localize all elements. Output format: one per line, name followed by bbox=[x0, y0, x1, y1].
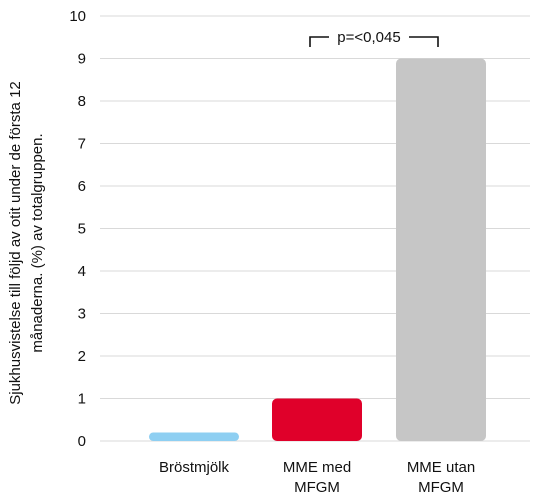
y-tick-label: 4 bbox=[78, 263, 86, 280]
x-category-label: Bröstmjölk bbox=[159, 459, 230, 476]
significance-annotation: p=<0,045 bbox=[309, 29, 439, 47]
bar bbox=[396, 58, 486, 441]
significance-bracket-right bbox=[409, 36, 439, 47]
y-tick-label: 1 bbox=[78, 391, 86, 408]
y-tick-label: 7 bbox=[78, 136, 86, 153]
y-tick-label: 0 bbox=[78, 433, 86, 450]
x-axis-categories: Bröstmjölk MME med MFGM MME utan MFGM bbox=[159, 459, 475, 496]
y-tick-label: 5 bbox=[78, 221, 86, 238]
significance-bracket-left bbox=[309, 36, 329, 47]
x-category-label: MME utan MFGM bbox=[407, 459, 475, 496]
y-tick-label: 3 bbox=[78, 306, 86, 323]
significance-label: p=<0,045 bbox=[337, 29, 400, 46]
y-tick-label: 6 bbox=[78, 178, 86, 195]
bars bbox=[149, 58, 486, 441]
y-tick-label: 9 bbox=[78, 51, 86, 68]
y-axis-label: Sjukhusvistelse till följd av otit under… bbox=[7, 81, 46, 405]
bar bbox=[272, 398, 362, 441]
y-tick-label: 2 bbox=[78, 348, 86, 365]
bar bbox=[149, 432, 239, 441]
y-axis-ticks: 0 1 2 3 4 5 6 7 8 9 10 bbox=[69, 8, 86, 450]
x-category-label: MME med MFGM bbox=[283, 459, 351, 496]
y-tick-label: 8 bbox=[78, 93, 86, 110]
y-axis-title: Sjukhusvistelse till följd av otit under… bbox=[7, 81, 46, 405]
y-tick-label: 10 bbox=[69, 8, 86, 25]
